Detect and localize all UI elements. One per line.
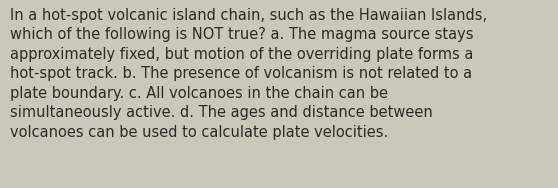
Text: In a hot-spot volcanic island chain, such as the Hawaiian Islands,
which of the : In a hot-spot volcanic island chain, suc… xyxy=(10,8,487,140)
